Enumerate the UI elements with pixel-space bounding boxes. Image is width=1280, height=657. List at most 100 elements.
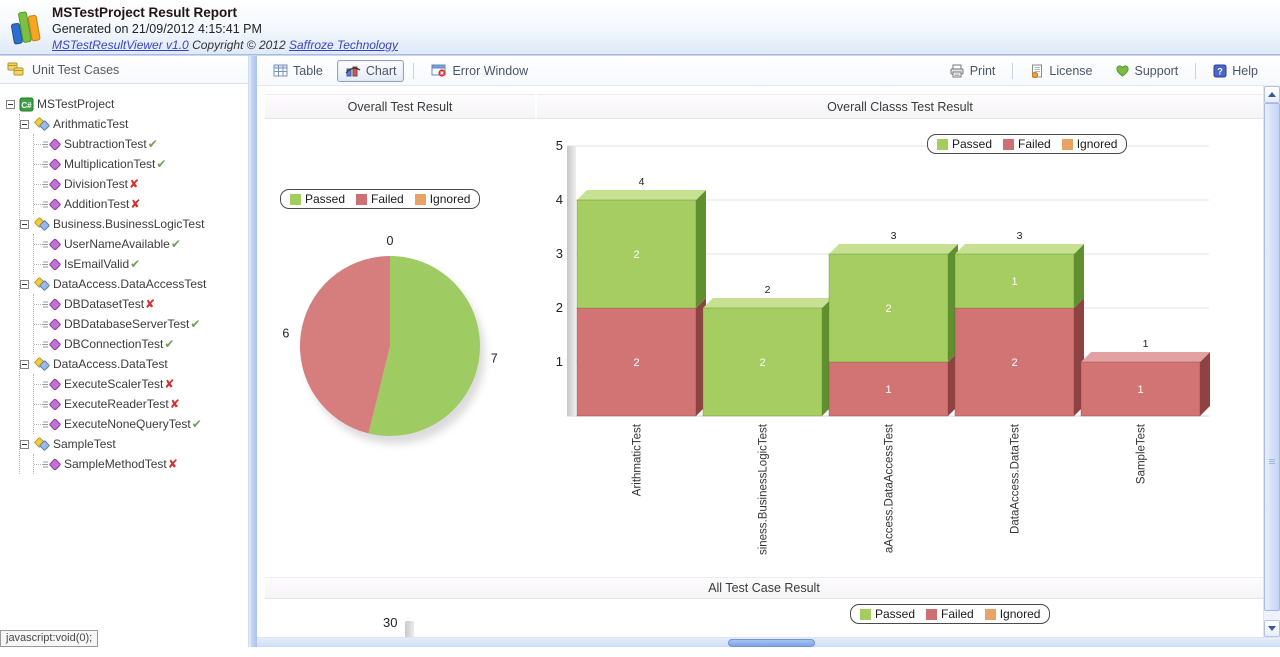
svg-text:5: 5 — [556, 138, 563, 153]
tree-expander-icon[interactable] — [6, 99, 15, 109]
svg-text:2: 2 — [1011, 357, 1017, 369]
test-method-icon — [43, 258, 61, 271]
tree-node-class[interactable]: SampleTest — [20, 434, 248, 454]
tree-node-class[interactable]: ArithmaticTest — [20, 114, 248, 134]
tree-node-test[interactable]: ExecuteReaderTest ✘ — [34, 394, 248, 414]
tree-node-test[interactable]: DBConnectionTest ✔ — [34, 334, 248, 354]
tree-expander-icon[interactable] — [20, 119, 29, 129]
test-method-icon — [43, 158, 61, 171]
sidebar-title: Unit Test Cases — [32, 62, 120, 77]
table-button[interactable]: Table — [265, 60, 331, 82]
svg-text:7: 7 — [491, 352, 498, 366]
svg-text:?: ? — [1218, 66, 1224, 76]
company-link[interactable]: Saffroze Technology — [288, 38, 398, 52]
tree-connector — [34, 383, 43, 385]
test-method-icon — [43, 298, 61, 311]
tree-node-test[interactable]: IsEmailValid ✔ — [34, 254, 248, 274]
tree-node-label: Business.BusinessLogicTest — [53, 217, 205, 231]
content-column: Table Chart — [257, 56, 1280, 647]
tree-connector — [34, 243, 43, 245]
support-heart-icon — [1115, 64, 1130, 77]
horizontal-scroll-thumb[interactable] — [728, 639, 815, 647]
svg-text:1: 1 — [1011, 276, 1017, 288]
test-method-icon — [43, 178, 61, 191]
test-method-icon — [43, 338, 61, 351]
status-link-tooltip: javascript:void(0); — [0, 630, 99, 647]
passed-icon: ✔ — [164, 337, 175, 351]
tree-connector — [34, 263, 43, 265]
toolbar-separator — [413, 62, 415, 79]
chart-icon — [345, 64, 361, 77]
support-button[interactable]: Support — [1107, 60, 1187, 82]
overall-class-test-result-panel: Overall Classs Test Result 1 2 3 4 5 2 2 4 Arith… — [537, 94, 1263, 577]
svg-text:2: 2 — [633, 357, 639, 369]
legend-swatch-icon — [414, 193, 426, 205]
help-icon: ? — [1213, 64, 1227, 78]
tree-node-test[interactable]: UserNameAvailable ✔ — [34, 234, 248, 254]
tree-node-test[interactable]: DivisionTest ✘ — [34, 174, 248, 194]
tree-node-test[interactable]: ExecuteNoneQueryTest ✔ — [34, 414, 248, 434]
legend-item: Ignored — [1061, 137, 1117, 151]
tree-node-test[interactable]: SampleMethodTest ✘ — [34, 454, 248, 474]
legend-item: Failed — [356, 192, 404, 206]
chart-button[interactable]: Chart — [336, 59, 405, 82]
help-button[interactable]: ? Help — [1205, 60, 1266, 82]
tree-node-test[interactable]: MultiplicationTest ✔ — [34, 154, 248, 174]
tree-node-class[interactable]: DataAccess.DataAccessTest — [20, 274, 248, 294]
legend-label: Passed — [952, 137, 993, 151]
tree-node-root[interactable]: C# MSTestProject — [6, 94, 248, 114]
tree-node-test[interactable]: ExecuteScalerTest ✘ — [34, 374, 248, 394]
failed-icon: ✘ — [129, 177, 140, 191]
tree-expander-icon[interactable] — [20, 439, 29, 449]
vertical-scroll-track[interactable] — [1264, 103, 1280, 620]
tree-node-label: AdditionTest — [64, 197, 130, 211]
print-icon — [949, 64, 965, 78]
scroll-up-button[interactable] — [1264, 86, 1280, 103]
error-window-button[interactable]: Error Window — [423, 60, 536, 82]
tree-node-test[interactable]: SubtractionTest ✔ — [34, 134, 248, 154]
toolbar-separator — [1195, 62, 1197, 79]
legend-swatch-icon — [926, 608, 938, 620]
tree-node-label: DBDatabaseServerTest — [64, 317, 190, 331]
all-test-case-result-title: All Test Case Result — [265, 577, 1263, 599]
tree-node-label: MultiplicationTest — [64, 157, 156, 171]
report-header: MSTestProject Result Report Generated on… — [0, 0, 1280, 55]
report-title: MSTestProject Result Report — [52, 5, 238, 20]
all-test-case-result-chart: 30 Passed Failed Ignored — [265, 599, 1263, 637]
test-method-icon — [43, 378, 61, 391]
legend-item: Failed — [926, 607, 974, 621]
class-icon — [33, 216, 50, 232]
tree-expander-icon[interactable] — [20, 279, 29, 289]
legend-label: Passed — [305, 192, 346, 206]
tree-expander-icon[interactable] — [20, 219, 29, 229]
tree-node-class[interactable]: Business.BusinessLogicTest — [20, 214, 248, 234]
horizontal-scrollbar[interactable] — [257, 637, 1280, 647]
tree-node-test[interactable]: AdditionTest ✘ — [34, 194, 248, 214]
panel-splitter[interactable] — [248, 56, 257, 647]
tree-node-test[interactable]: DBDatasetTest ✘ — [34, 294, 248, 314]
toolbar-left-group: Table Chart — [265, 59, 536, 82]
legend-label: Failed — [1018, 137, 1051, 151]
svg-text:3: 3 — [1017, 230, 1023, 242]
tree-expander-icon[interactable] — [20, 359, 29, 369]
license-button[interactable]: License — [1022, 60, 1100, 82]
overall-test-result-panel: Overall Test Result 7 6 0 Passed Failed Igno… — [265, 94, 535, 577]
legend-swatch-icon — [1061, 138, 1073, 150]
tree-node-class[interactable]: DataAccess.DataTest — [20, 354, 248, 374]
print-button[interactable]: Print — [941, 60, 1004, 82]
svg-text:4: 4 — [639, 176, 645, 188]
vertical-scroll-thumb[interactable] — [1264, 103, 1280, 611]
viewer-version-link[interactable]: MSTestResultViewer v1.0 — [52, 38, 189, 52]
tree-node-test[interactable]: DBDatabaseServerTest ✔ — [34, 314, 248, 334]
sidebar-header: Unit Test Cases — [0, 56, 248, 84]
tree-node-label: IsEmailValid — [64, 257, 130, 271]
tree-node-label: SampleMethodTest — [64, 457, 167, 471]
passed-icon: ✔ — [170, 237, 181, 251]
vertical-scrollbar — [1263, 86, 1280, 637]
passed-icon: ✔ — [156, 157, 167, 171]
tree-node-label: DivisionTest — [64, 177, 129, 191]
tree-connector — [34, 303, 43, 305]
legend-swatch-icon — [356, 193, 368, 205]
tree-connector — [34, 163, 43, 165]
scroll-down-button[interactable] — [1264, 620, 1280, 637]
